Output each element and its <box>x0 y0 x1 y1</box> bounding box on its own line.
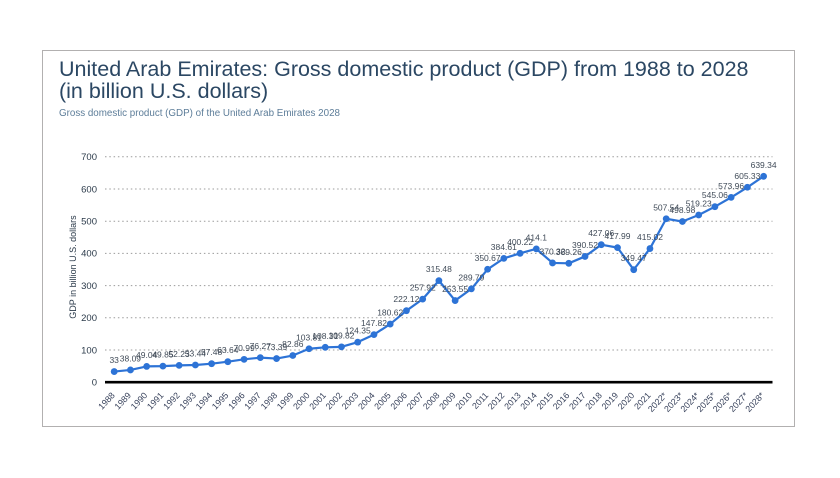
svg-text:1992: 1992 <box>161 390 182 411</box>
svg-text:2005: 2005 <box>372 390 393 411</box>
svg-text:600: 600 <box>81 184 97 195</box>
svg-text:2013: 2013 <box>502 390 523 411</box>
svg-text:415.02: 415.02 <box>637 232 663 242</box>
svg-text:1989: 1989 <box>112 390 133 411</box>
svg-text:1994: 1994 <box>194 390 215 411</box>
svg-text:349.47: 349.47 <box>621 253 647 263</box>
svg-text:573.96: 573.96 <box>718 181 744 191</box>
svg-text:38.09: 38.09 <box>120 353 142 363</box>
svg-text:350.67: 350.67 <box>475 253 501 263</box>
svg-text:1991: 1991 <box>145 390 166 411</box>
svg-text:2002: 2002 <box>323 390 344 411</box>
svg-text:315.48: 315.48 <box>426 264 452 274</box>
svg-text:507.54: 507.54 <box>653 202 679 212</box>
svg-text:605.33: 605.33 <box>734 171 760 181</box>
svg-text:180.62: 180.62 <box>377 308 403 318</box>
svg-text:257.92: 257.92 <box>410 283 436 293</box>
svg-text:417.99: 417.99 <box>605 231 631 241</box>
svg-text:49.85: 49.85 <box>152 350 174 360</box>
svg-text:53.44: 53.44 <box>185 349 207 359</box>
svg-text:390.52: 390.52 <box>572 240 598 250</box>
svg-text:0: 0 <box>92 378 97 389</box>
svg-text:1998: 1998 <box>259 390 280 411</box>
svg-text:400: 400 <box>81 249 97 260</box>
svg-text:73.39: 73.39 <box>266 342 288 352</box>
svg-text:1997: 1997 <box>242 390 263 411</box>
svg-text:2015: 2015 <box>534 390 555 411</box>
svg-text:124.35: 124.35 <box>345 326 371 336</box>
svg-text:370.32: 370.32 <box>540 247 566 257</box>
svg-text:400.22: 400.22 <box>507 237 533 247</box>
svg-text:103.81: 103.81 <box>296 332 322 342</box>
svg-text:500: 500 <box>81 217 97 228</box>
svg-text:639.34: 639.34 <box>751 160 777 170</box>
svg-text:300: 300 <box>81 281 97 292</box>
svg-text:545.06: 545.06 <box>702 190 728 200</box>
svg-text:2016: 2016 <box>551 390 572 411</box>
svg-text:1999: 1999 <box>275 390 296 411</box>
svg-text:498.98: 498.98 <box>669 205 695 215</box>
svg-text:82.86: 82.86 <box>282 339 304 349</box>
svg-text:2000: 2000 <box>291 390 312 411</box>
svg-text:1993: 1993 <box>177 390 198 411</box>
svg-text:2003: 2003 <box>340 390 361 411</box>
svg-text:1988: 1988 <box>96 390 117 411</box>
svg-text:GDP in billion U.S. dollars: GDP in billion U.S. dollars <box>68 215 78 319</box>
svg-text:2020: 2020 <box>616 390 637 411</box>
svg-text:2008: 2008 <box>421 390 442 411</box>
svg-text:1995: 1995 <box>210 390 231 411</box>
svg-text:414.1: 414.1 <box>526 232 548 242</box>
svg-text:1996: 1996 <box>226 390 247 411</box>
svg-text:289.79: 289.79 <box>458 272 484 282</box>
svg-text:427.06: 427.06 <box>588 228 614 238</box>
svg-text:63.64: 63.64 <box>217 345 239 355</box>
svg-text:200: 200 <box>81 313 97 324</box>
svg-text:700: 700 <box>81 152 97 163</box>
svg-text:2001: 2001 <box>307 390 328 411</box>
svg-text:108.31: 108.31 <box>312 331 338 341</box>
svg-text:147.82: 147.82 <box>361 318 387 328</box>
svg-text:57.48: 57.48 <box>201 347 223 357</box>
svg-text:2012: 2012 <box>486 390 507 411</box>
svg-text:70.99: 70.99 <box>233 343 255 353</box>
svg-text:2009: 2009 <box>437 390 458 411</box>
svg-text:2007: 2007 <box>405 390 426 411</box>
svg-text:2011: 2011 <box>470 390 490 411</box>
svg-text:384.61: 384.61 <box>491 242 517 252</box>
svg-text:519.23: 519.23 <box>686 199 712 209</box>
svg-text:49.04: 49.04 <box>136 350 158 360</box>
svg-text:52.23: 52.23 <box>168 349 190 359</box>
svg-text:2017: 2017 <box>567 390 588 411</box>
svg-text:76.27: 76.27 <box>250 341 272 351</box>
svg-text:2006: 2006 <box>388 390 409 411</box>
svg-text:369.26: 369.26 <box>556 247 582 257</box>
svg-text:2004: 2004 <box>356 390 377 411</box>
svg-text:109.82: 109.82 <box>329 330 355 340</box>
svg-text:2014: 2014 <box>518 390 539 411</box>
svg-text:222.12: 222.12 <box>393 294 419 304</box>
svg-text:100: 100 <box>81 345 97 356</box>
svg-text:2018: 2018 <box>583 390 604 411</box>
svg-text:2019: 2019 <box>599 390 620 411</box>
svg-text:2028*: 2028* <box>743 390 766 414</box>
svg-text:1990: 1990 <box>129 390 150 411</box>
svg-text:2010: 2010 <box>453 390 474 411</box>
svg-text:33: 33 <box>109 355 119 365</box>
svg-text:253.55: 253.55 <box>442 284 468 294</box>
